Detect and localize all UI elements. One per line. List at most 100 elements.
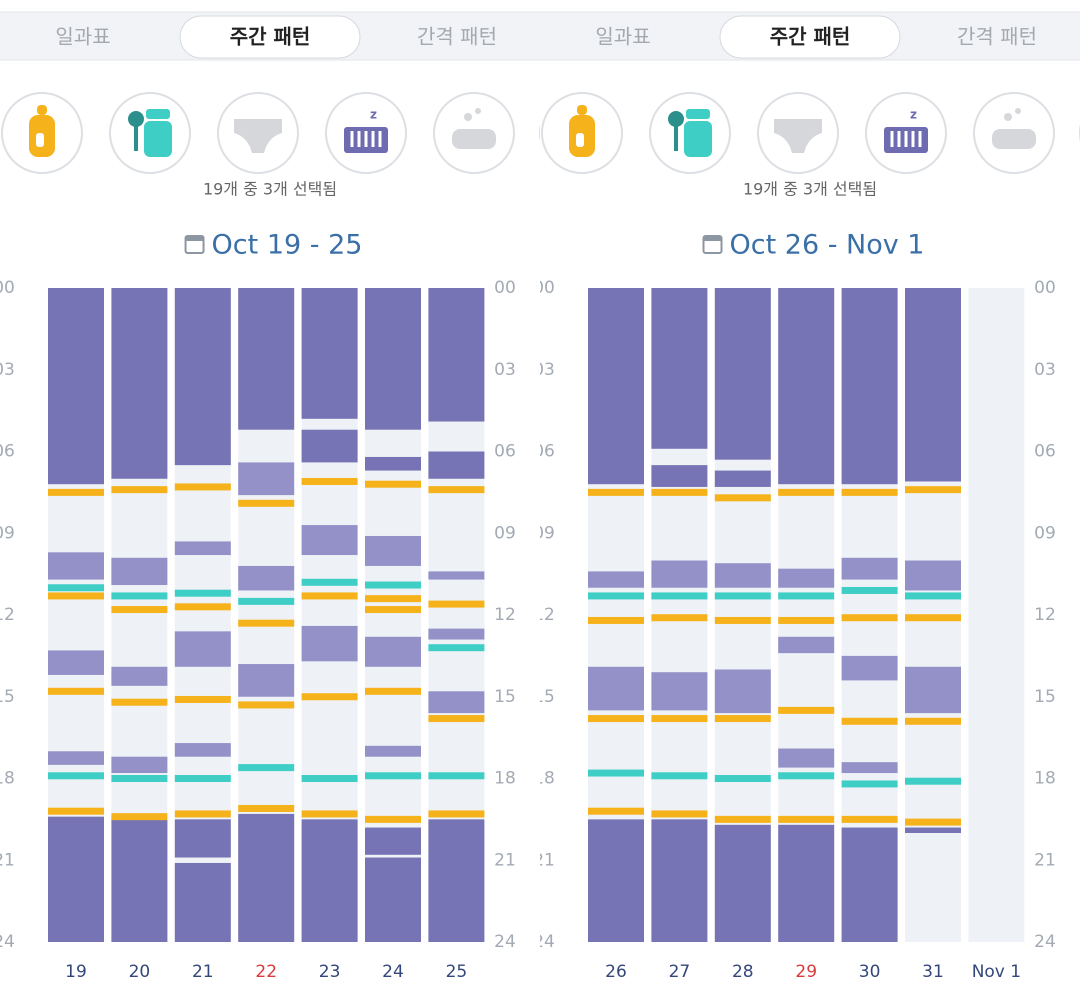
sleep-block (428, 451, 485, 479)
icon-shape (364, 131, 368, 147)
icon-shape (36, 133, 44, 147)
day-label[interactable]: 30 (859, 962, 881, 982)
nap-block (714, 669, 771, 714)
sleep-block (651, 819, 708, 942)
week-title: Oct 26 - Nov 1 (730, 230, 925, 261)
bottle-feed-mark (651, 715, 708, 723)
solid-feed-mark (238, 764, 295, 772)
tab[interactable]: 일과표 (55, 25, 110, 49)
day-label[interactable]: Nov 1 (972, 962, 1021, 982)
sleep-block (238, 288, 295, 430)
y-tick-label-right: 24 (494, 932, 516, 952)
bottle-feed-mark (365, 606, 421, 614)
y-tick-label-left: 24 (0, 932, 15, 952)
sleep-block (48, 816, 104, 942)
day-label[interactable]: 27 (669, 962, 691, 982)
bottle-feed-mark (588, 715, 644, 723)
nap-block (428, 628, 485, 640)
day-label[interactable]: 20 (129, 962, 151, 982)
day-label[interactable]: 22 (255, 962, 277, 982)
nap-block (48, 751, 104, 765)
week-title: Oct 19 - 25 (212, 230, 363, 261)
day-label[interactable]: 21 (192, 962, 214, 982)
tab-selected-pill (719, 15, 901, 59)
bottle-feed-mark (588, 616, 644, 624)
tab[interactable]: 주간 패턴 (770, 25, 851, 49)
icon-shape (234, 119, 282, 153)
y-tick-label-left: 15 (0, 687, 15, 707)
y-tick-label-right: 03 (494, 360, 516, 380)
bottle-feed-mark (428, 810, 485, 818)
icon-shape (1004, 113, 1012, 121)
day-label[interactable]: 26 (605, 962, 627, 982)
filter-icon[interactable]: z (865, 92, 947, 174)
day-label[interactable]: 23 (319, 962, 341, 982)
nap-block (365, 745, 421, 757)
day-label[interactable]: 31 (922, 962, 944, 982)
solid-feed-mark (48, 772, 104, 780)
day-label[interactable]: 19 (65, 962, 87, 982)
nap-block (428, 571, 485, 580)
calendar-icon (185, 236, 204, 241)
filter-icon[interactable] (541, 92, 623, 174)
sleep-block (905, 288, 961, 482)
nap-block (238, 664, 295, 697)
sleep-block (301, 819, 358, 942)
bottle-feed-mark (428, 715, 485, 723)
tab[interactable]: 주간 패턴 (230, 25, 311, 49)
filter-icon[interactable] (1, 92, 83, 174)
icon-shape (684, 121, 712, 157)
nap-block (588, 571, 644, 588)
sleep-block (905, 827, 961, 833)
sleep-block (428, 819, 485, 942)
filter-icon[interactable] (433, 92, 515, 174)
day-label[interactable]: 25 (446, 962, 468, 982)
solid-feed-mark (905, 592, 961, 600)
y-tick-label-left: 15 (540, 687, 555, 707)
day-label[interactable]: 24 (382, 962, 404, 982)
icon-shape (668, 111, 684, 127)
sleep-block (651, 465, 708, 487)
tab[interactable]: 간격 패턴 (957, 25, 1037, 49)
day-label[interactable]: 28 (732, 962, 754, 982)
y-tick-label-left: 06 (0, 442, 15, 462)
tab[interactable]: 일과표 (595, 25, 650, 49)
solid-feed-mark (301, 578, 358, 586)
solid-feed-mark (651, 772, 708, 780)
filter-icon[interactable] (757, 92, 839, 174)
nap-block (905, 560, 961, 591)
nap-block (841, 762, 898, 774)
bottle-feed-mark (905, 486, 961, 494)
nap-block (365, 535, 421, 566)
solid-feed-mark (428, 644, 485, 652)
y-tick-label-left: 03 (0, 360, 15, 380)
y-tick-label-right: 00 (1034, 278, 1056, 298)
y-tick-label-left: 18 (0, 769, 15, 789)
bottle-feed-mark (588, 807, 644, 815)
filter-icon[interactable] (109, 92, 191, 174)
bottle-feed-mark (905, 717, 961, 725)
bottle-feed-mark (428, 600, 485, 608)
y-tick-label-right: 09 (1034, 523, 1056, 543)
bottle-feed-mark (111, 606, 168, 614)
icon-shape (577, 105, 587, 115)
solid-feed-mark (174, 775, 231, 782)
filter-icon[interactable] (973, 92, 1055, 174)
y-tick-label-left: 12 (0, 605, 15, 625)
tab[interactable]: 간격 패턴 (417, 25, 497, 49)
filter-icon[interactable] (649, 92, 731, 174)
filter-icon[interactable] (217, 92, 299, 174)
bottle-feed-mark (111, 698, 168, 706)
bottle-feed-mark (651, 488, 708, 496)
sleep-block (238, 813, 295, 942)
weekly-panel: 일과표 주간 패턴 간격 패턴 z 19개 중 3개 선택됨 Oct 19 - 25 0 0 0… (0, 11, 540, 982)
solid-feed-mark (714, 775, 771, 782)
bottle-feed-mark (301, 592, 358, 600)
y-tick-label-right: 15 (494, 687, 516, 707)
day-label[interactable]: 29 (795, 962, 817, 982)
y-tick-label-right: 18 (1034, 769, 1056, 789)
sleep-block (841, 827, 898, 942)
nap-block (174, 743, 231, 757)
icon-shape (992, 129, 1036, 149)
filter-icon[interactable]: z (325, 92, 407, 174)
